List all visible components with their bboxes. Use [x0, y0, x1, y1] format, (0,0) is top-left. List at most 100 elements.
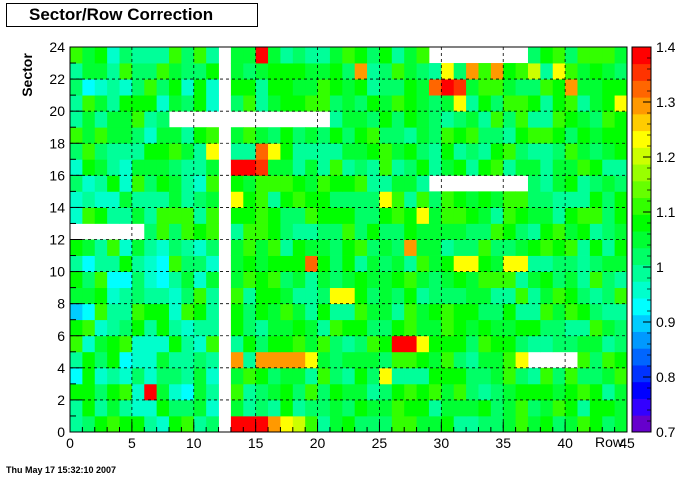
heatmap-cell [94, 63, 108, 80]
heatmap-cell [107, 383, 120, 401]
heatmap-cell [181, 303, 195, 321]
heatmap-cell [466, 255, 479, 272]
heatmap-cell [243, 319, 257, 337]
heatmap-cell [565, 223, 578, 240]
y-tick-label: 20 [49, 103, 65, 119]
heatmap-cell [156, 415, 170, 433]
heatmap-cell [441, 207, 455, 224]
heatmap-cell [169, 159, 182, 176]
heatmap-cell [292, 255, 306, 272]
heatmap-cell [305, 191, 318, 208]
y-tick-label: 6 [57, 328, 65, 344]
heatmap-cell [206, 191, 219, 208]
heatmap-cell [119, 335, 133, 353]
heatmap-cell [589, 399, 603, 417]
heatmap-cell [490, 287, 504, 305]
color-scale-step [632, 415, 651, 433]
heatmap-cell [379, 63, 393, 80]
heatmap-cell [70, 351, 83, 369]
heatmap-cell [466, 127, 479, 144]
heatmap-cell [614, 303, 628, 321]
heatmap-cell [577, 255, 591, 272]
color-scale-label: 1.4 [656, 39, 676, 55]
heatmap-cell [280, 47, 294, 64]
heatmap-cell [441, 239, 455, 256]
heatmap-cell [193, 223, 207, 240]
heatmap-cell [565, 143, 578, 160]
heatmap-cell [144, 415, 158, 433]
heatmap-cell [206, 303, 219, 321]
heatmap-cell [181, 63, 195, 80]
heatmap-cell [230, 399, 244, 417]
heatmap-cell [478, 399, 492, 417]
heatmap-cell [107, 143, 120, 160]
heatmap-cell [329, 271, 343, 289]
heatmap-cell [577, 415, 591, 433]
heatmap-cell [391, 159, 405, 176]
heatmap-cell [206, 367, 219, 385]
heatmap-cell [428, 255, 442, 272]
heatmap-cell [156, 383, 170, 401]
heatmap-cell [268, 95, 281, 112]
heatmap-cell [181, 271, 195, 289]
heatmap-cell [107, 335, 120, 353]
heatmap-cell [453, 207, 467, 224]
heatmap-cell [354, 95, 368, 112]
heatmap-cell [466, 239, 479, 256]
heatmap-cell [453, 127, 467, 144]
heatmap-cell [342, 399, 356, 417]
heatmap-cell [94, 271, 108, 289]
heatmap-cell [602, 95, 616, 112]
y-tick-label: 2 [57, 392, 65, 408]
heatmap-cell [156, 111, 170, 128]
heatmap-cell [416, 255, 430, 272]
heatmap-cell [156, 191, 170, 208]
heatmap-cell [131, 111, 145, 128]
x-tick-label: 10 [186, 435, 202, 451]
heatmap-cell [305, 399, 318, 417]
heatmap-cell [490, 319, 504, 337]
heatmap-cell [317, 47, 331, 64]
heatmap-cell [614, 287, 628, 305]
heatmap-cell [280, 399, 294, 417]
heatmap-cell [243, 47, 257, 64]
heatmap-cell [577, 271, 591, 289]
heatmap-cell [614, 239, 628, 256]
heatmap-cell [329, 351, 343, 369]
heatmap-cell [441, 351, 455, 369]
heatmap-cell [441, 383, 455, 401]
heatmap-cell [552, 287, 566, 305]
heatmap-cell [70, 127, 83, 144]
heatmap-cell [503, 159, 516, 176]
color-scale-frame [631, 46, 652, 433]
heatmap-cell [503, 319, 516, 337]
heatmap-cell [404, 47, 417, 64]
heatmap-cell [515, 367, 529, 385]
heatmap-cell [193, 351, 207, 369]
grid-lines [70, 47, 627, 432]
heatmap-cell [82, 239, 96, 256]
heatmap-cell [441, 335, 455, 353]
heatmap-cell [329, 383, 343, 401]
heatmap-cell [305, 303, 318, 321]
heatmap-cell [527, 415, 541, 433]
heatmap-cell [107, 367, 120, 385]
heatmap-cell [107, 207, 120, 224]
heatmap-cell [614, 383, 628, 401]
heatmap-cell [82, 95, 96, 112]
heatmap-cell [540, 319, 554, 337]
heatmap-cell [70, 287, 83, 305]
heatmap-cell [292, 191, 306, 208]
heatmap-cell [94, 111, 108, 128]
heatmap-cell [193, 415, 207, 433]
heatmap-cell [292, 415, 306, 433]
heatmap-cell [268, 351, 281, 369]
heatmap-cell [589, 287, 603, 305]
heatmap-cell [589, 95, 603, 112]
heatmap-cell [329, 239, 343, 256]
heatmap-cell [602, 255, 616, 272]
heatmap-cell [404, 271, 417, 289]
heatmap-cell [342, 383, 356, 401]
heatmap-cell [614, 159, 628, 176]
heatmap-cell [317, 175, 331, 192]
